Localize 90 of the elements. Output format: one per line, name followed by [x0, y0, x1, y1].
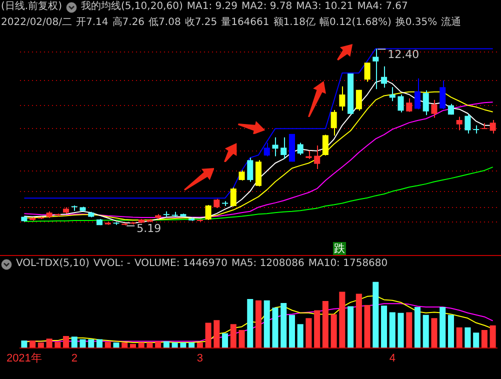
bar [88, 339, 94, 348]
bar [456, 327, 462, 348]
candlestick [88, 211, 94, 218]
x-tick-label: 2 [71, 352, 78, 364]
text: 开7.14 [76, 16, 108, 30]
bar [490, 325, 496, 348]
bar [247, 299, 254, 348]
bar [398, 312, 404, 348]
bar [431, 318, 438, 348]
bar [222, 333, 228, 348]
text: 我的均线(5,10,20,60) [80, 0, 183, 14]
annotation: 12.40 [388, 48, 420, 62]
text: 额1.18亿 [273, 16, 316, 30]
bar [414, 306, 421, 348]
bar [21, 340, 28, 348]
bar [440, 306, 446, 348]
bar [406, 312, 412, 348]
bar [372, 282, 379, 348]
bar [46, 338, 52, 348]
bar [80, 339, 86, 348]
bar [155, 341, 162, 348]
bar [288, 314, 295, 348]
bar [348, 306, 354, 348]
bar [464, 327, 471, 348]
bar [63, 336, 70, 348]
bar [473, 332, 480, 348]
bar [113, 342, 120, 348]
text: 量164661 [221, 16, 270, 30]
bar [356, 294, 362, 348]
bar [339, 292, 346, 348]
bar [214, 320, 220, 348]
x-tick-label: 4 [389, 352, 396, 364]
text: VOL-TDX(5,10) [16, 257, 90, 271]
bar [146, 342, 153, 348]
text: 流通 [441, 16, 462, 30]
bar [196, 342, 203, 348]
text: MA1: 9.29 [186, 0, 238, 14]
x-tick-label: 3 [196, 352, 203, 364]
bar [205, 322, 212, 348]
text: VVOL: - [93, 257, 130, 271]
text: 低7.08 [148, 16, 181, 30]
bar [264, 300, 270, 348]
text: VOLUME: 1446970 [134, 257, 228, 271]
candlestick [104, 221, 111, 226]
text: MA2: 9.78 [242, 0, 292, 14]
bar [122, 342, 128, 348]
bar [272, 308, 278, 348]
bar [322, 301, 328, 348]
text: MA3: 10.21 [296, 0, 354, 14]
bar [138, 342, 144, 348]
x-tick-label: 2021年 [6, 352, 42, 364]
text: 2022/02/08/二 [1, 16, 72, 30]
bar [163, 341, 170, 348]
bar [230, 324, 236, 348]
bar [180, 342, 186, 348]
bar [96, 339, 103, 348]
text: (日线.前复权) [1, 0, 62, 14]
bar [280, 302, 287, 348]
text: 高7.26 [112, 16, 145, 30]
bar [172, 342, 178, 348]
candlestick [122, 222, 128, 226]
bar [297, 324, 304, 348]
bar [389, 312, 396, 348]
text: 幅0.12(1.68%) [320, 16, 392, 30]
text: MA4: 7.67 [357, 0, 408, 14]
bar [54, 342, 61, 348]
text: 换0.35% [395, 16, 438, 30]
candlestick [46, 210, 52, 218]
bar [330, 314, 337, 348]
bar [314, 310, 320, 348]
bar [104, 342, 111, 348]
text: 收7.25 [184, 16, 218, 30]
bar [364, 304, 370, 348]
text: MA5: 1208086 [231, 257, 304, 271]
bar [238, 330, 245, 348]
text: 跌 [333, 242, 346, 255]
bar [188, 342, 195, 348]
text: MA10: 1758680 [308, 257, 388, 271]
bar [306, 318, 312, 348]
bar [71, 336, 78, 348]
candlestick [180, 213, 186, 218]
bar [448, 314, 454, 348]
bar [255, 300, 262, 348]
bar [38, 342, 44, 348]
annotation: 5.19 [136, 222, 162, 236]
bar [422, 314, 429, 348]
candlestick [80, 206, 86, 212]
bar [381, 306, 388, 348]
bar [30, 340, 36, 348]
bar [481, 330, 488, 348]
